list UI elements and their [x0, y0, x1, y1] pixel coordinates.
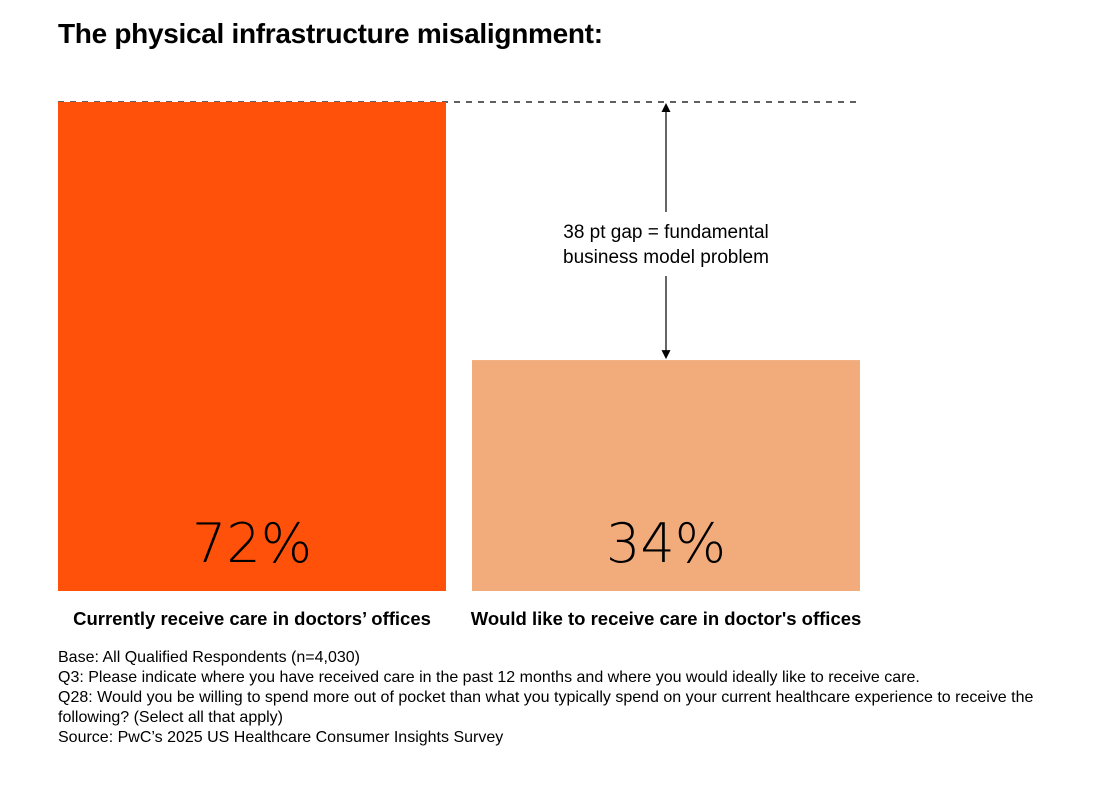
footnote-base: Base: All Qualified Respondents (n=4,030… [58, 649, 360, 666]
chart-title: The physical infrastructure misalignment… [58, 18, 603, 49]
footnotes: Base: All Qualified Respondents (n=4,030… [58, 648, 1068, 748]
gap-annotation-line-2: business model problem [563, 247, 769, 268]
arrowhead-down-icon [661, 350, 671, 360]
category-label-2: Would like to receive care in doctor's o… [471, 608, 862, 629]
bar-chart: 72% Currently receive care in doctors’ of… [58, 101, 862, 629]
footnote-q28: Q28: Would you be willing to spend more … [58, 689, 1034, 726]
footnote-q3: Q3: Please indicate where you have recei… [58, 669, 920, 686]
bar-value-label-1: 72% [192, 512, 312, 575]
category-label-1: Currently receive care in doctors’ offic… [73, 608, 431, 629]
bar-2 [472, 360, 860, 591]
bar-value-label-2: 34% [606, 512, 726, 575]
arrowhead-up-icon [661, 103, 671, 112]
gap-annotation-line-1: 38 pt gap = fundamental [563, 222, 768, 243]
gap-annotation: 38 pt gap = fundamental business model p… [563, 103, 769, 360]
bar-1 [58, 102, 446, 591]
footnote-source: Source: PwC’s 2025 US Healthcare Consume… [58, 729, 504, 746]
